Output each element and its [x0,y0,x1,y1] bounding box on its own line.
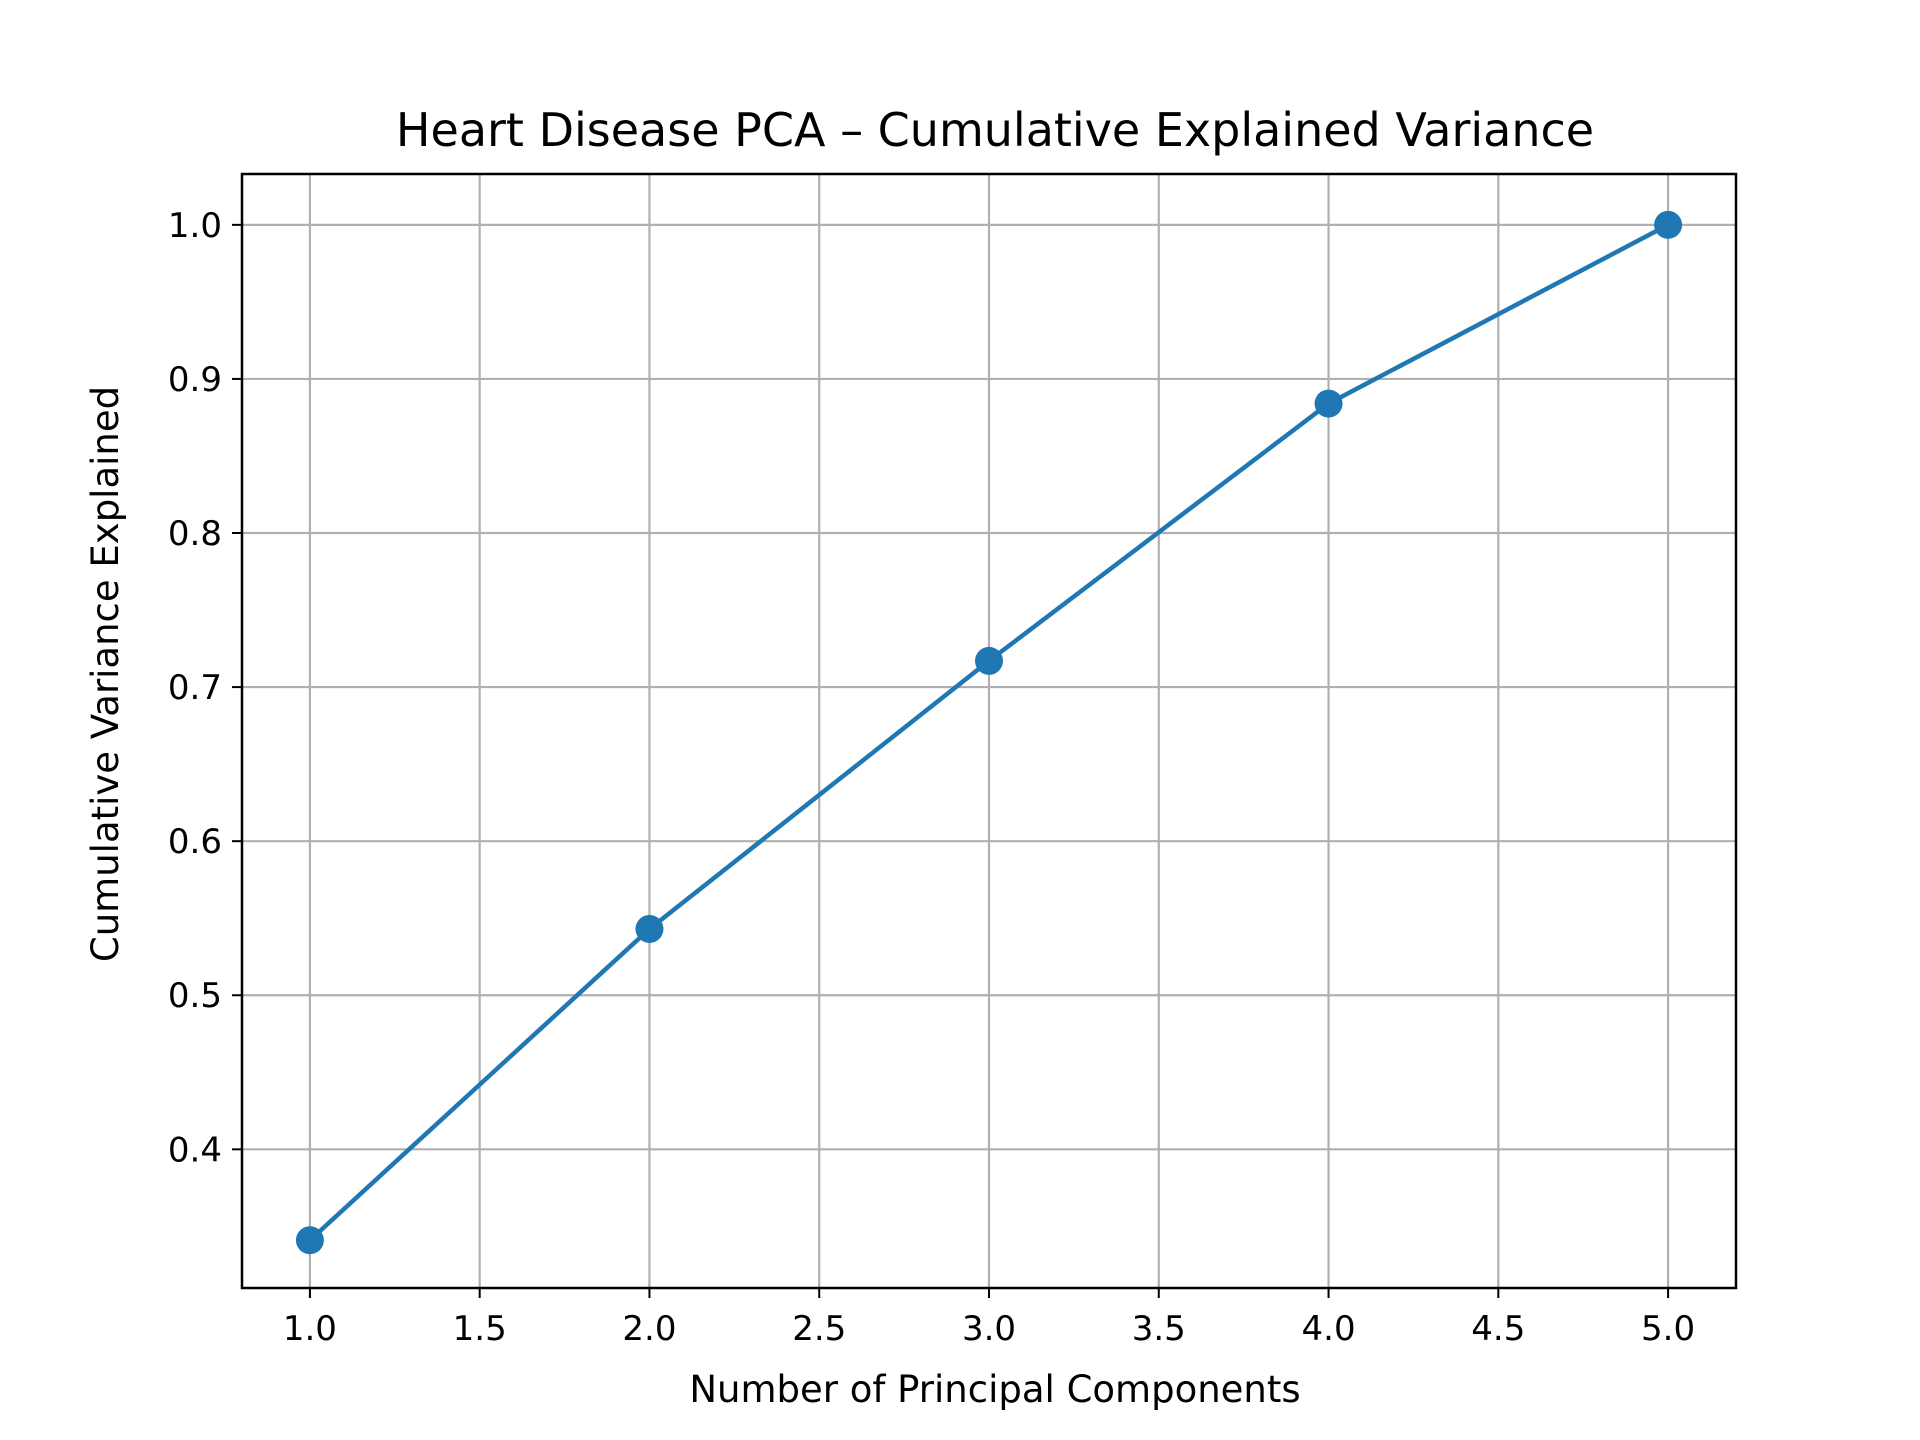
data-point [1314,389,1343,418]
x-axis: 1.0 1.5 2.0 2.5 3.0 3.5 4.0 4.5 5.0 [283,1288,1695,1349]
y-tick-label: 0.7 [168,668,222,708]
x-tick-label: 3.5 [1132,1309,1186,1349]
x-tick-label: 4.5 [1471,1309,1525,1349]
x-tick-label: 4.0 [1302,1309,1356,1349]
x-tick-label: 1.5 [453,1309,507,1349]
x-axis-label: Number of Principal Components [689,1368,1300,1411]
y-axis-label: Cumulative Variance Explained [84,386,127,962]
x-tick-label: 2.0 [622,1309,676,1349]
data-point [295,1226,324,1255]
y-axis: 0.4 0.5 0.6 0.7 0.8 0.9 1.0 [168,206,242,1170]
y-tick-label: 1.0 [168,206,222,246]
y-tick-label: 0.8 [168,514,222,554]
x-tick-label: 1.0 [283,1309,337,1349]
y-tick-label: 0.4 [168,1130,222,1170]
x-tick-label: 2.5 [792,1309,846,1349]
data-point [1654,210,1683,239]
y-tick-label: 0.6 [168,822,222,862]
x-tick-label: 3.0 [962,1309,1016,1349]
y-tick-label: 0.9 [168,360,222,400]
series-layer [295,210,1683,1255]
grid [242,174,1736,1288]
data-point [635,914,664,943]
y-tick-label: 0.5 [168,976,222,1016]
data-point [975,646,1003,675]
x-tick-label: 5.0 [1641,1309,1695,1349]
chart-title: Heart Disease PCA – Cumulative Explained… [396,103,1594,157]
